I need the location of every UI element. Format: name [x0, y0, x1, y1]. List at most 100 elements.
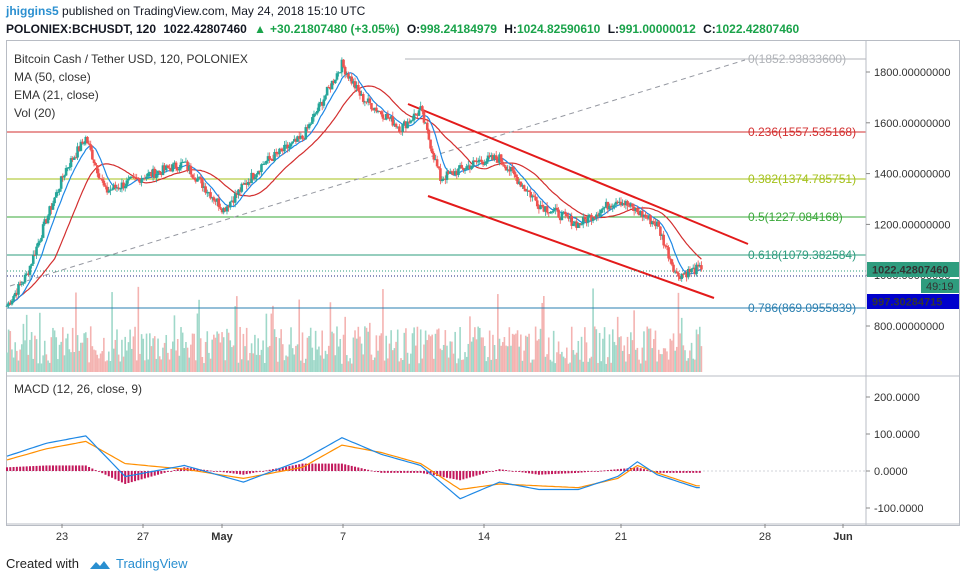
candle-body	[210, 197, 214, 199]
chart-frame[interactable]	[6, 40, 960, 526]
candle-body	[429, 139, 432, 149]
candle-body	[425, 122, 429, 130]
candle-body	[365, 101, 368, 103]
candle-body	[440, 179, 444, 181]
volume-bar	[625, 361, 627, 372]
macd-histogram-bar	[288, 466, 291, 471]
macd-histogram-bar	[173, 470, 176, 471]
volume-bar	[231, 347, 233, 372]
candle-body	[580, 224, 583, 226]
volume-bar	[600, 361, 603, 372]
created-with: Created with	[6, 556, 79, 571]
candle-body	[196, 178, 199, 182]
volume-bar	[285, 355, 287, 372]
candle-body	[199, 177, 203, 180]
signal-line	[6, 440, 700, 491]
volume-bar	[267, 347, 269, 372]
macd-legend[interactable]: MACD (12, 26, close, 9)	[14, 382, 143, 396]
candle-body	[391, 116, 395, 126]
volume-bar	[657, 349, 660, 372]
candle-body	[77, 146, 81, 151]
volume-bar	[48, 362, 51, 372]
volume-bar	[518, 346, 520, 372]
macd-histogram-bar	[567, 471, 570, 474]
macd-histogram-bar	[248, 471, 251, 474]
candle-body	[322, 99, 326, 106]
volume-bar	[649, 328, 652, 372]
volume-bar	[329, 302, 332, 372]
candle-body	[191, 174, 194, 178]
volume-bar	[98, 358, 100, 372]
candle-body	[327, 87, 331, 89]
volume-bar	[641, 347, 644, 372]
tradingview-brand[interactable]: TradingView	[116, 556, 188, 571]
macd-histogram-bar	[514, 471, 517, 472]
candle-body	[35, 246, 38, 256]
macd-histogram-bar	[537, 471, 540, 475]
candle-body	[363, 101, 367, 103]
volume-bar	[121, 339, 123, 372]
volume-bar	[454, 331, 456, 372]
macd-histogram-bar	[45, 465, 48, 471]
candle-body	[631, 203, 634, 207]
volume-bar	[618, 337, 621, 372]
volume-bar	[467, 343, 470, 372]
volume-bar	[296, 344, 299, 372]
macd-histogram-bar	[308, 463, 311, 471]
macd-histogram-bar	[508, 470, 511, 472]
candle-body	[488, 155, 491, 158]
candle-body	[189, 165, 193, 175]
macd-histogram-bar	[531, 471, 534, 474]
author-link[interactable]: jhiggins5	[6, 4, 59, 18]
candle-body	[562, 211, 565, 213]
volume-bar	[352, 337, 355, 372]
volume-bar	[185, 341, 187, 372]
macd-histogram-bar	[570, 471, 573, 474]
macd-histogram-bar	[22, 466, 25, 471]
volume-bar	[598, 332, 601, 372]
macd-histogram-bar	[613, 469, 616, 471]
volume-bar	[692, 358, 695, 372]
macd-histogram-bar	[344, 464, 347, 471]
macd-histogram-bar	[222, 471, 225, 473]
candle-body	[23, 274, 27, 283]
vol-legend[interactable]: Vol (20)	[14, 106, 56, 120]
macd-histogram-bar	[475, 471, 478, 476]
candle-body	[73, 157, 76, 160]
volume-bar	[674, 350, 676, 372]
candle-body	[685, 272, 688, 278]
macd-histogram-bar	[409, 471, 412, 473]
macd-histogram-bar	[212, 471, 215, 472]
ma-legend[interactable]: MA (50, close)	[14, 70, 91, 84]
macd-histogram-bar	[363, 468, 366, 471]
candle-body	[578, 223, 582, 225]
candle-body	[150, 172, 153, 177]
volume-bar	[278, 338, 281, 372]
candle-body	[613, 204, 616, 206]
candle-body	[243, 182, 247, 185]
candle-body	[616, 201, 619, 203]
macd-histogram-bar	[393, 471, 396, 473]
candle-body	[670, 259, 674, 265]
candle-body	[30, 263, 33, 266]
volume-bar	[104, 361, 107, 372]
candle-body	[450, 171, 454, 173]
candle-body	[360, 94, 363, 96]
volume-bar	[321, 330, 323, 372]
macd-histogram-bar	[413, 471, 416, 473]
ema-legend[interactable]: EMA (21, close)	[14, 88, 99, 102]
candle-body	[242, 183, 245, 185]
macd-histogram-bar	[166, 471, 169, 472]
volume-bar	[416, 326, 419, 372]
candle-body	[330, 80, 334, 90]
volume-bar	[252, 353, 255, 372]
volume-bar	[70, 352, 72, 372]
candle-body	[537, 206, 541, 210]
candle-body	[407, 121, 411, 123]
candle-body	[255, 174, 258, 178]
volume-bar	[224, 360, 227, 372]
candle-body	[611, 205, 615, 208]
candle-body	[388, 118, 391, 120]
candle-body	[665, 246, 669, 248]
